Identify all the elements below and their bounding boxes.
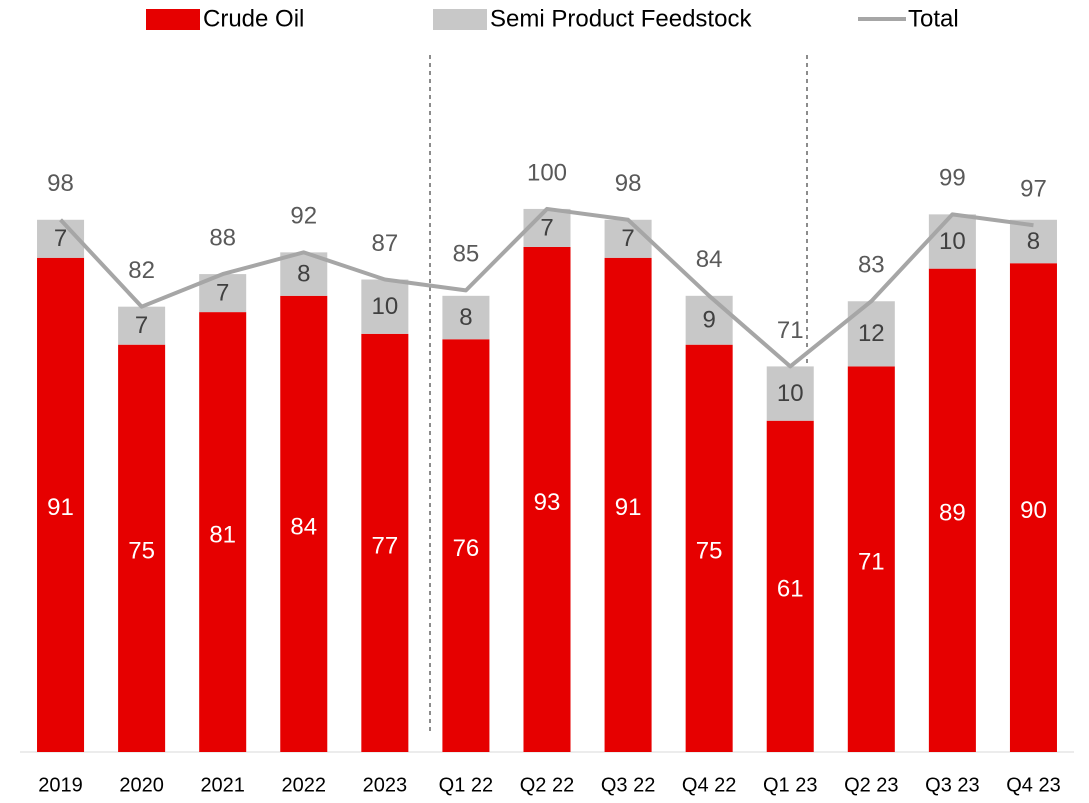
- legend-label: Crude Oil: [203, 5, 304, 32]
- x-tick-label: Q1 22: [439, 774, 493, 796]
- bar-segment: [361, 333, 409, 752]
- data-label: 10: [939, 228, 966, 255]
- bar-segment: [361, 279, 409, 334]
- x-tick-label: Q2 22: [520, 774, 574, 796]
- total-label: 98: [47, 170, 74, 197]
- data-label: 7: [621, 225, 634, 252]
- x-tick-label: Q2 23: [844, 774, 898, 796]
- x-tick-label: Q4 23: [1006, 774, 1060, 796]
- total-line: [59, 206, 1034, 369]
- data-label: 10: [777, 380, 804, 407]
- data-label: 9: [702, 307, 715, 334]
- data-label: 91: [615, 494, 642, 521]
- data-label: 91: [47, 494, 74, 521]
- data-label: 7: [216, 279, 229, 306]
- total-label: 97: [1020, 176, 1047, 203]
- bar-segment: [766, 420, 814, 752]
- bar-segment: [1009, 263, 1057, 752]
- bar-segment: [442, 295, 490, 340]
- bar-segment: [604, 257, 652, 752]
- x-tick-label: 2023: [363, 774, 408, 796]
- total-label: 85: [453, 241, 480, 268]
- data-label: 76: [453, 535, 480, 562]
- bar-segment: [928, 268, 976, 752]
- bar-segment: [685, 344, 733, 752]
- data-label: 8: [1027, 228, 1040, 255]
- bar-segment: [37, 257, 85, 752]
- bar-segment: [523, 246, 571, 752]
- legend-swatch: [433, 9, 487, 30]
- bar-segment: [280, 295, 328, 752]
- total-label: 99: [939, 165, 966, 192]
- data-label: 89: [939, 500, 966, 527]
- data-label: 77: [371, 532, 398, 559]
- bar-segment: [199, 312, 247, 752]
- x-tick-label: Q3 23: [925, 774, 979, 796]
- bar-segment: [118, 344, 166, 752]
- data-label: 8: [459, 304, 472, 331]
- data-label: 8: [297, 260, 310, 287]
- data-label: 93: [534, 489, 561, 516]
- data-label: 7: [540, 214, 553, 241]
- total-label: 82: [128, 257, 155, 284]
- bar-segment: [118, 306, 166, 345]
- x-tick-label: 2020: [119, 774, 164, 796]
- data-label: 7: [135, 312, 148, 339]
- total-label: 88: [209, 224, 236, 251]
- data-label: 10: [371, 293, 398, 320]
- data-label: 84: [290, 513, 317, 540]
- total-label: 71: [777, 317, 804, 344]
- total-label: 100: [527, 159, 567, 186]
- total-label: 84: [696, 246, 723, 273]
- data-label: 7: [54, 225, 67, 252]
- legend-label: Total: [908, 5, 959, 32]
- data-label: 61: [777, 576, 804, 603]
- x-tick-label: Q3 22: [601, 774, 655, 796]
- x-tick-label: Q4 22: [682, 774, 736, 796]
- bar-segment: [1009, 219, 1057, 264]
- bar-segment: [847, 366, 895, 752]
- x-tick-label: 2021: [200, 774, 245, 796]
- legend-label: Semi Product Feedstock: [490, 5, 752, 32]
- total-label: 92: [290, 203, 317, 230]
- bar-segment: [604, 219, 652, 258]
- data-label: 75: [128, 538, 155, 565]
- data-label: 90: [1020, 497, 1047, 524]
- total-label: 98: [615, 170, 642, 197]
- legend: Crude Oil Semi Product Feedstock Total: [146, 5, 959, 32]
- bar-segment: [766, 366, 814, 421]
- total-label: 83: [858, 252, 885, 279]
- total-label: 87: [371, 230, 398, 257]
- legend-swatch: [146, 9, 200, 30]
- x-tick-label: Q1 23: [763, 774, 817, 796]
- data-label: 12: [858, 320, 885, 347]
- bar-segment: [928, 214, 976, 269]
- x-tick-label: 2022: [282, 774, 327, 796]
- bar-segment: [685, 295, 733, 345]
- bar-segment: [523, 208, 571, 247]
- data-label: 75: [696, 538, 723, 565]
- data-label: 81: [209, 521, 236, 548]
- bar-segment: [442, 339, 490, 752]
- x-tick-label: 2019: [38, 774, 83, 796]
- data-label: 71: [858, 549, 885, 576]
